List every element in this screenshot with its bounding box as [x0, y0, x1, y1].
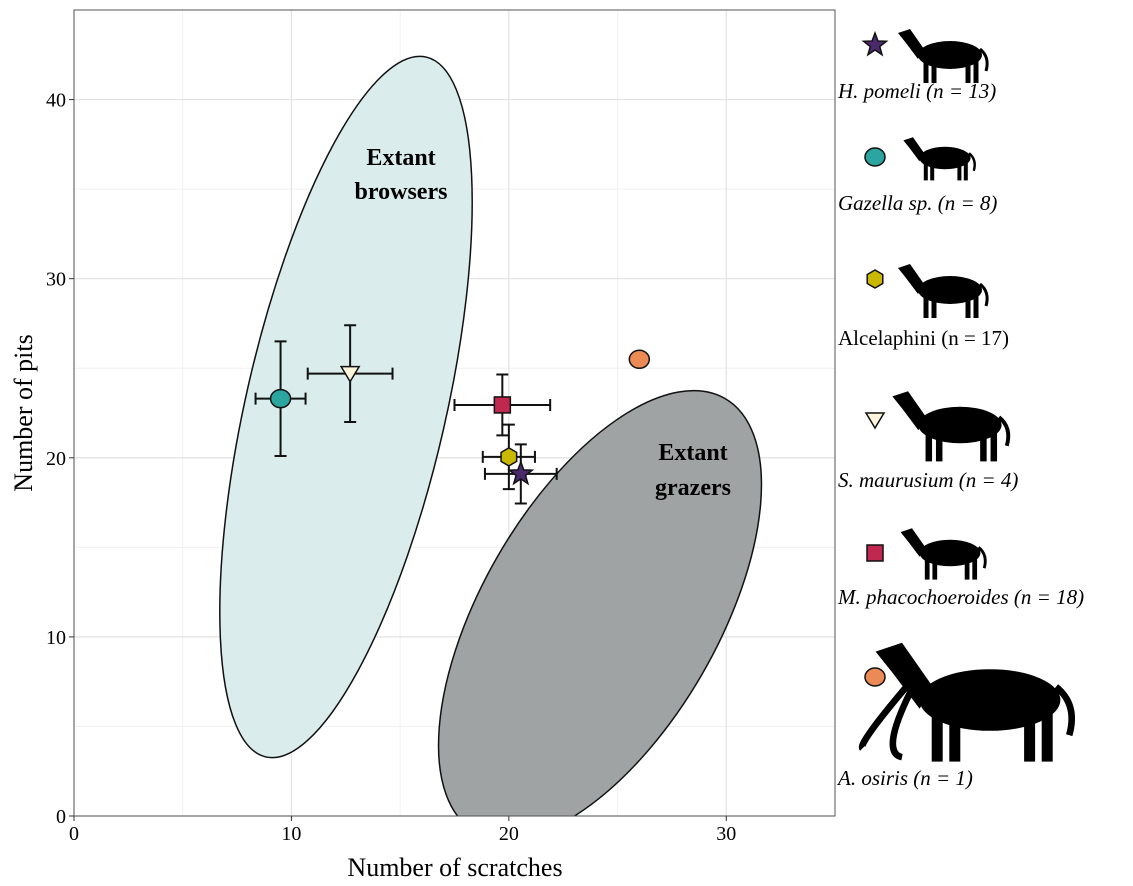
- x-tick-label: 10: [281, 823, 301, 845]
- marker: [493, 396, 512, 414]
- x-axis-label: Number of scratches: [347, 853, 562, 881]
- silhouette: [858, 642, 1075, 762]
- y-axis-label: Number of pits: [9, 334, 38, 491]
- marker: [864, 412, 886, 430]
- y-tick-label: 40: [46, 90, 66, 112]
- marker: [866, 544, 884, 562]
- silhouette-leg: [972, 556, 978, 580]
- silhouette-leg: [964, 556, 970, 580]
- marker: [628, 349, 651, 370]
- legend-label: Gazella sp. (n = 8): [838, 191, 997, 215]
- annotation: Extant grazers: [655, 440, 731, 501]
- silhouette-leg: [931, 294, 937, 318]
- y-tick-label: 20: [46, 448, 66, 470]
- silhouette-head: [898, 264, 924, 294]
- silhouette-leg: [932, 556, 938, 580]
- x-tick-label: 0: [69, 823, 79, 845]
- marker: [861, 30, 889, 57]
- silhouette-leg: [924, 556, 930, 580]
- marks: [254, 324, 651, 505]
- marker: [507, 459, 535, 486]
- x-tick-label: 20: [499, 823, 519, 845]
- silhouette: [903, 137, 976, 181]
- silhouette-tail: [1053, 684, 1075, 737]
- legend-label: Alcelaphini (n = 17): [838, 326, 1009, 350]
- annotation: Extant browsers: [355, 145, 448, 205]
- silhouette-leg: [965, 294, 971, 318]
- silhouette-tail: [979, 282, 989, 307]
- silhouette-leg: [930, 161, 935, 181]
- marker: [864, 667, 886, 687]
- silhouette-head: [875, 642, 933, 709]
- silhouette-leg: [935, 430, 943, 462]
- silhouette-tail: [997, 415, 1011, 447]
- silhouette-leg: [923, 161, 928, 181]
- silhouette-leg: [1024, 708, 1036, 762]
- legend: H. pomeli (n = 13) Gazella sp. (n = 8) Alc…: [836, 29, 1084, 790]
- silhouette-head: [900, 528, 926, 557]
- silhouette-tusk: [858, 684, 914, 761]
- silhouette-leg: [965, 59, 971, 83]
- legend-label: H. pomeli (n = 13): [837, 79, 996, 103]
- silhouette-leg: [990, 430, 998, 462]
- grazer-region: [437, 389, 763, 816]
- silhouette-leg: [963, 161, 968, 181]
- x-tick-label: 30: [716, 823, 736, 845]
- silhouette-head: [903, 137, 925, 162]
- silhouette-leg: [931, 708, 943, 762]
- silhouette-tail: [979, 47, 989, 72]
- silhouette-leg: [931, 59, 937, 83]
- silhouette-leg: [925, 430, 933, 462]
- silhouette: [900, 528, 987, 580]
- marker: [864, 147, 886, 167]
- legend-label: S. maurusium (n = 4): [838, 468, 1018, 492]
- browser-region: [219, 55, 473, 759]
- silhouette-leg: [1041, 708, 1053, 762]
- y-tick-label: 30: [46, 269, 66, 291]
- silhouette-leg: [923, 294, 929, 318]
- silhouette: [898, 264, 989, 318]
- silhouette-leg: [949, 708, 961, 762]
- marker: [866, 269, 884, 289]
- legend-label: M. phacochoeroides (n = 18): [837, 585, 1084, 609]
- silhouette-leg: [980, 430, 987, 462]
- silhouette-leg: [973, 294, 979, 318]
- silhouette: [892, 391, 1011, 462]
- silhouette: [898, 29, 989, 83]
- silhouette-leg: [923, 59, 929, 83]
- silhouette-leg: [957, 161, 962, 181]
- regions: [219, 55, 763, 816]
- plot-border: [73, 9, 836, 817]
- marker: [339, 365, 361, 384]
- silhouette-head: [892, 391, 927, 431]
- silhouette-head: [898, 29, 924, 59]
- marker: [269, 388, 292, 409]
- silhouette-leg: [973, 59, 979, 83]
- silhouette-tail: [968, 152, 976, 172]
- marker: [500, 447, 518, 467]
- legend-label: A. osiris (n = 1): [836, 766, 973, 790]
- y-tick-label: 10: [46, 627, 66, 649]
- y-tick-label: 0: [56, 806, 66, 828]
- silhouette-tail: [977, 546, 987, 569]
